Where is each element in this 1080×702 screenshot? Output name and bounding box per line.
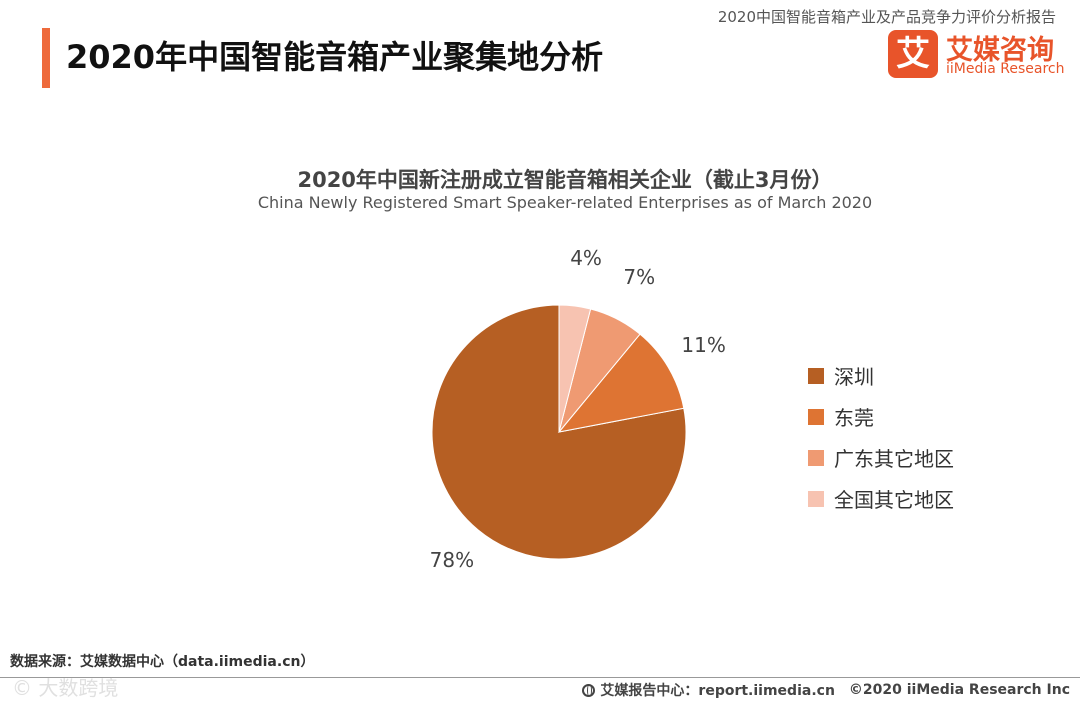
logo-en-text: iiMedia Research <box>946 61 1065 77</box>
page-title: 2020年中国智能音箱产业聚集地分析 <box>66 38 604 76</box>
iimedia-logo: 艾 艾媒咨询 iiMedia Research <box>888 30 1065 82</box>
logo-cn-text: 艾媒咨询 <box>946 35 1054 66</box>
footer-bar: 艾媒报告中心：report.iimedia.cn ©2020 iiMedia R… <box>582 680 1070 700</box>
legend-item: 全国其它地区 <box>808 478 954 519</box>
logo-mark: 艾 <box>888 30 938 78</box>
pie-label-1: 11% <box>681 333 725 357</box>
legend-swatch-dongguan <box>808 408 824 425</box>
chart-legend: 深圳 东莞 广东其它地区 全国其它地区 <box>808 355 954 519</box>
data-source: 数据来源：艾媒数据中心（data.iimedia.cn） <box>10 654 315 670</box>
legend-swatch-shenzhen <box>808 367 824 384</box>
report-name: 2020中国智能音箱产业及产品竞争力评价分析报告 <box>717 8 1056 26</box>
chart-title: 2020年中国新注册成立智能音箱相关企业（截止3月份） <box>297 168 833 192</box>
legend-label: 广东其它地区 <box>834 447 954 471</box>
pie-slice-3 <box>558 304 592 433</box>
pie-slice-1 <box>557 333 685 433</box>
legend-item: 广东其它地区 <box>808 437 954 478</box>
legend-swatch-national-other <box>808 490 824 507</box>
report-center-link[interactable]: 艾媒报告中心：report.iimedia.cn <box>600 683 835 699</box>
legend-item: 东莞 <box>808 396 954 437</box>
legend-label: 东莞 <box>834 406 874 430</box>
footer-divider <box>0 677 1080 678</box>
watermark: © 大数跨境 <box>12 676 119 700</box>
globe-icon <box>582 683 596 697</box>
legend-swatch-guangdong-other <box>808 449 824 466</box>
copyright: ©2020 iiMedia Research Inc <box>848 682 1070 698</box>
pie-label-2: 7% <box>623 265 655 289</box>
pie-label-0: 78% <box>430 548 474 572</box>
chart-subtitle: China Newly Registered Smart Speaker-rel… <box>257 193 873 212</box>
legend-label: 全国其它地区 <box>834 488 954 512</box>
legend-item: 深圳 <box>808 355 954 396</box>
pie-label-3: 4% <box>570 246 602 270</box>
legend-label: 深圳 <box>834 365 874 389</box>
title-accent-bar <box>42 28 50 88</box>
